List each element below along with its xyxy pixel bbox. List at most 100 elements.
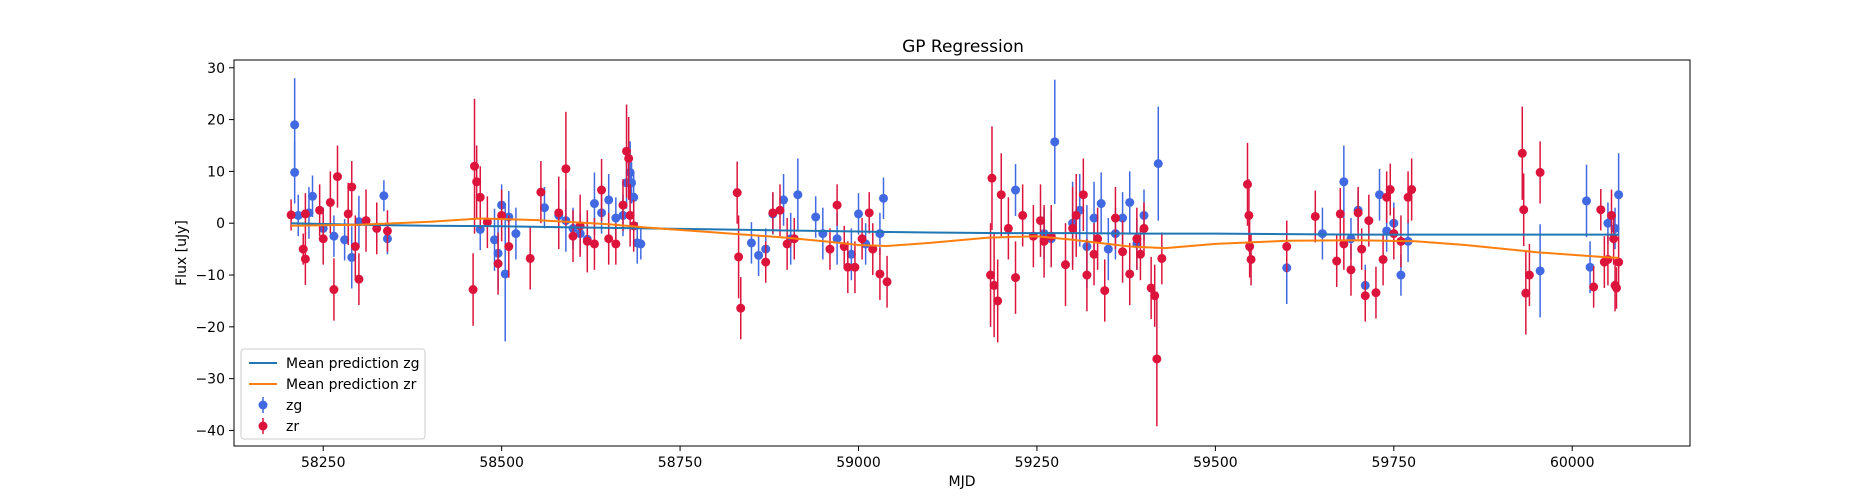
marker-zg <box>308 191 318 201</box>
marker-zr <box>318 234 328 244</box>
marker-zr <box>300 209 310 219</box>
legend-entry: zg <box>258 397 302 414</box>
x-tick-label: 59250 <box>1015 455 1060 471</box>
marker-zg <box>1103 244 1113 254</box>
marker-zr <box>1339 239 1349 249</box>
marker-zg <box>1396 270 1406 280</box>
data-point-zg <box>1153 106 1163 221</box>
plot-area <box>286 78 1624 427</box>
marker-zr <box>850 262 860 272</box>
marker-zg <box>511 229 521 239</box>
data-point-zr <box>1353 186 1363 239</box>
marker-zr <box>468 285 478 295</box>
data-point-zr <box>825 228 835 270</box>
data-point-zg <box>329 215 339 257</box>
marker-zg <box>1375 190 1385 200</box>
marker-zr <box>1282 242 1292 252</box>
data-point-zr <box>1614 236 1624 288</box>
marker-zg <box>1089 213 1099 223</box>
plot-frame <box>233 59 1691 447</box>
marker-zr <box>864 208 874 218</box>
marker-zr <box>1589 282 1599 292</box>
data-point-zr <box>782 218 792 270</box>
marker-zr <box>736 303 746 313</box>
data-point-zr <box>734 215 744 299</box>
marker-zr <box>1535 167 1545 177</box>
data-point-zg <box>1011 164 1021 216</box>
data-point-zr <box>1078 158 1088 231</box>
data-point-zr <box>1282 220 1292 273</box>
data-point-zr <box>582 210 592 273</box>
data-point-zr <box>1596 189 1606 231</box>
marker-zr <box>1521 288 1531 298</box>
marker-zg <box>340 235 350 245</box>
data-point-zr <box>1371 266 1381 319</box>
data-point-zg <box>290 141 300 204</box>
legend-box <box>240 348 426 440</box>
marker-zg <box>1382 226 1392 236</box>
data-point-zg <box>1535 224 1545 318</box>
marker-zr <box>300 254 310 264</box>
data-point-zr <box>1360 269 1370 322</box>
y-tick-label: −40 <box>195 423 225 439</box>
marker-zr <box>504 242 514 252</box>
marker-zg <box>290 167 300 177</box>
marker-zr <box>1519 205 1529 215</box>
marker-zg <box>347 252 357 262</box>
legend: Mean prediction zg Mean prediction zr zg zr <box>240 348 426 440</box>
marker-zr <box>561 164 571 174</box>
data-point-zr <box>597 158 607 222</box>
marker-zr <box>1071 210 1081 220</box>
marker-zg <box>1614 190 1624 200</box>
data-point-zg <box>846 228 856 281</box>
data-point-zr <box>1589 266 1599 308</box>
marker-zr <box>325 197 335 207</box>
data-point-zr <box>1139 202 1149 255</box>
data-point-zr <box>1364 194 1374 247</box>
marker-zr <box>1036 216 1046 226</box>
marker-zr <box>1310 211 1320 221</box>
data-point-zr <box>1125 242 1135 306</box>
data-point-zr <box>1093 207 1103 270</box>
errorbars-zr <box>286 98 1624 427</box>
marker-zr <box>1335 209 1345 219</box>
marker-zr <box>1517 148 1527 158</box>
data-point-zr <box>864 192 874 234</box>
data-point-zr <box>618 179 628 231</box>
marker-zr <box>1078 190 1088 200</box>
data-point-zr <box>775 184 785 237</box>
marker-zr <box>775 205 785 215</box>
data-point-zr <box>625 184 635 247</box>
marker-zg <box>604 195 614 205</box>
data-point-zr <box>1335 187 1345 240</box>
marker-zg <box>329 231 339 241</box>
marker-zr <box>986 270 996 280</box>
data-point-zr <box>1611 267 1621 309</box>
marker-zr <box>1039 236 1049 246</box>
data-point-zr <box>624 116 634 200</box>
marker-zr <box>1146 283 1156 293</box>
marker-zr <box>1403 192 1413 202</box>
marker-zr <box>1346 265 1356 275</box>
marker-zr <box>475 192 485 202</box>
marker-zg <box>1603 218 1613 228</box>
marker-zg <box>1339 177 1349 187</box>
y-tick-label: 10 <box>207 164 225 180</box>
data-point-zg <box>1050 79 1060 205</box>
marker-zr <box>875 269 885 279</box>
data-point-zr <box>1068 186 1078 270</box>
marker-zr <box>361 216 371 226</box>
marker-zr <box>1332 256 1342 266</box>
data-point-zg <box>1582 164 1592 238</box>
marker-zr <box>568 231 578 241</box>
x-tick-label: 59000 <box>836 455 881 471</box>
line-mean-prediction-zg <box>291 222 1619 236</box>
marker-zr <box>1609 234 1619 244</box>
y-tick-label: −20 <box>195 320 225 336</box>
data-point-zr <box>986 223 996 327</box>
legend-entry: zr <box>258 418 299 435</box>
data-point-zr <box>1382 171 1392 224</box>
data-point-zr <box>1332 235 1342 287</box>
marker-zr <box>1360 291 1370 301</box>
